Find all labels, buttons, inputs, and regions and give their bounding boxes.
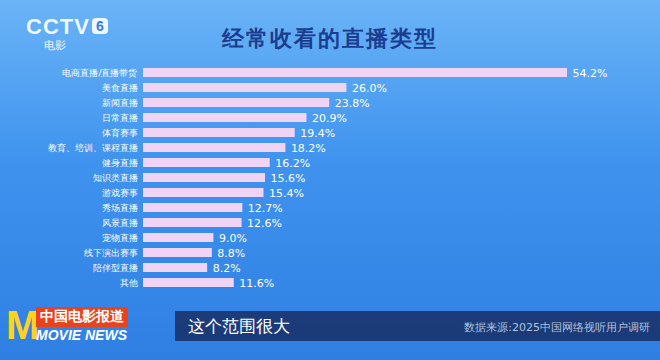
- svg-text:秀场直播: 秀场直播: [102, 203, 138, 213]
- svg-text:线下演出赛事: 线下演出赛事: [84, 248, 138, 258]
- svg-text:8.2%: 8.2%: [213, 262, 241, 275]
- html-text:中国电影报道: 中国电影报道: [40, 308, 124, 324]
- html-text:M: M: [6, 303, 40, 347]
- svg-text:20.9%: 20.9%: [312, 112, 347, 125]
- svg-text:8.8%: 8.8%: [217, 247, 245, 260]
- svg-text:陪伴型直播: 陪伴型直播: [93, 263, 138, 273]
- svg-text:11.6%: 11.6%: [239, 277, 274, 290]
- svg-text:其他: 其他: [120, 278, 138, 288]
- html-text:这个范围很大: 这个范围很大: [188, 316, 290, 336]
- svg-text:健身直播: 健身直播: [102, 158, 138, 168]
- html-text:经常收看的直播类型: 经常收看的直播类型: [222, 26, 438, 51]
- svg-text:游戏赛事: 游戏赛事: [102, 188, 138, 198]
- svg-text:体育赛事: 体育赛事: [102, 128, 138, 138]
- svg-text:宠物直播: 宠物直播: [102, 233, 138, 243]
- svg-text:风景直播: 风景直播: [102, 218, 138, 228]
- svg-text:26.0%: 26.0%: [352, 82, 387, 95]
- html-text:数据来源:2025中国网络视听用户调研: 数据来源:2025中国网络视听用户调研: [464, 321, 650, 334]
- svg-text:9.0%: 9.0%: [219, 232, 247, 245]
- svg-text:日常直播: 日常直播: [102, 113, 138, 123]
- svg-text:19.4%: 19.4%: [300, 127, 335, 140]
- svg-text:12.6%: 12.6%: [247, 217, 282, 230]
- svg-text:12.7%: 12.7%: [248, 202, 283, 215]
- html-text:电影: 电影: [44, 39, 66, 51]
- svg-text:18.2%: 18.2%: [291, 142, 326, 155]
- svg-text:电商直播/直播带货: 电商直播/直播带货: [62, 68, 137, 78]
- svg-text:16.2%: 16.2%: [275, 157, 310, 170]
- svg-text:54.2%: 54.2%: [573, 67, 608, 80]
- svg-text:美食直播: 美食直播: [102, 83, 138, 93]
- svg-text:新闻直播: 新闻直播: [102, 98, 138, 108]
- html-text:MOVIE NEWS: MOVIE NEWS: [36, 327, 127, 343]
- svg-text:23.8%: 23.8%: [335, 97, 370, 110]
- svg-text:知识类直播: 知识类直播: [93, 173, 138, 183]
- svg-text:教育、培训、课程直播: 教育、培训、课程直播: [48, 143, 138, 153]
- svg-text:15.6%: 15.6%: [271, 172, 306, 185]
- html-text:CCTV 6: CCTV 6: [26, 14, 104, 39]
- svg-text:15.4%: 15.4%: [269, 187, 304, 200]
